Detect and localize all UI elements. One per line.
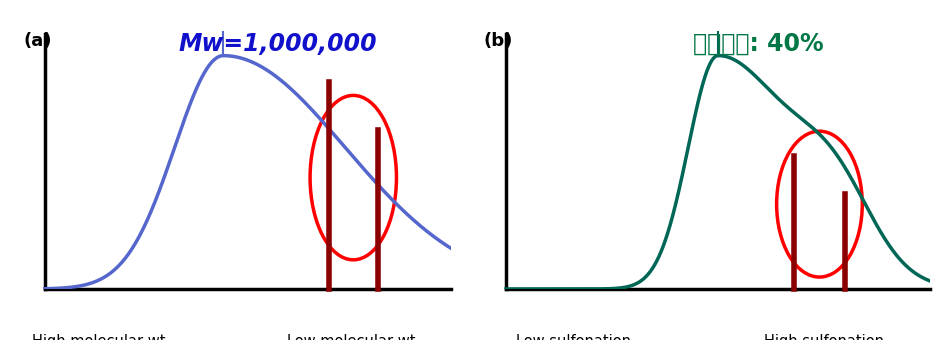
Text: High sulfonation
degree: High sulfonation degree (763, 334, 884, 340)
Text: (b): (b) (484, 32, 513, 50)
Text: Low molecular wt.: Low molecular wt. (286, 334, 420, 340)
Text: 술폰화도: 40%: 술폰화도: 40% (693, 32, 824, 56)
Text: Low sulfonation
degree: Low sulfonation degree (516, 334, 631, 340)
Text: Mw=1,000,000: Mw=1,000,000 (178, 32, 377, 56)
Text: High molecular wt.: High molecular wt. (33, 334, 171, 340)
Text: (a): (a) (23, 32, 52, 50)
